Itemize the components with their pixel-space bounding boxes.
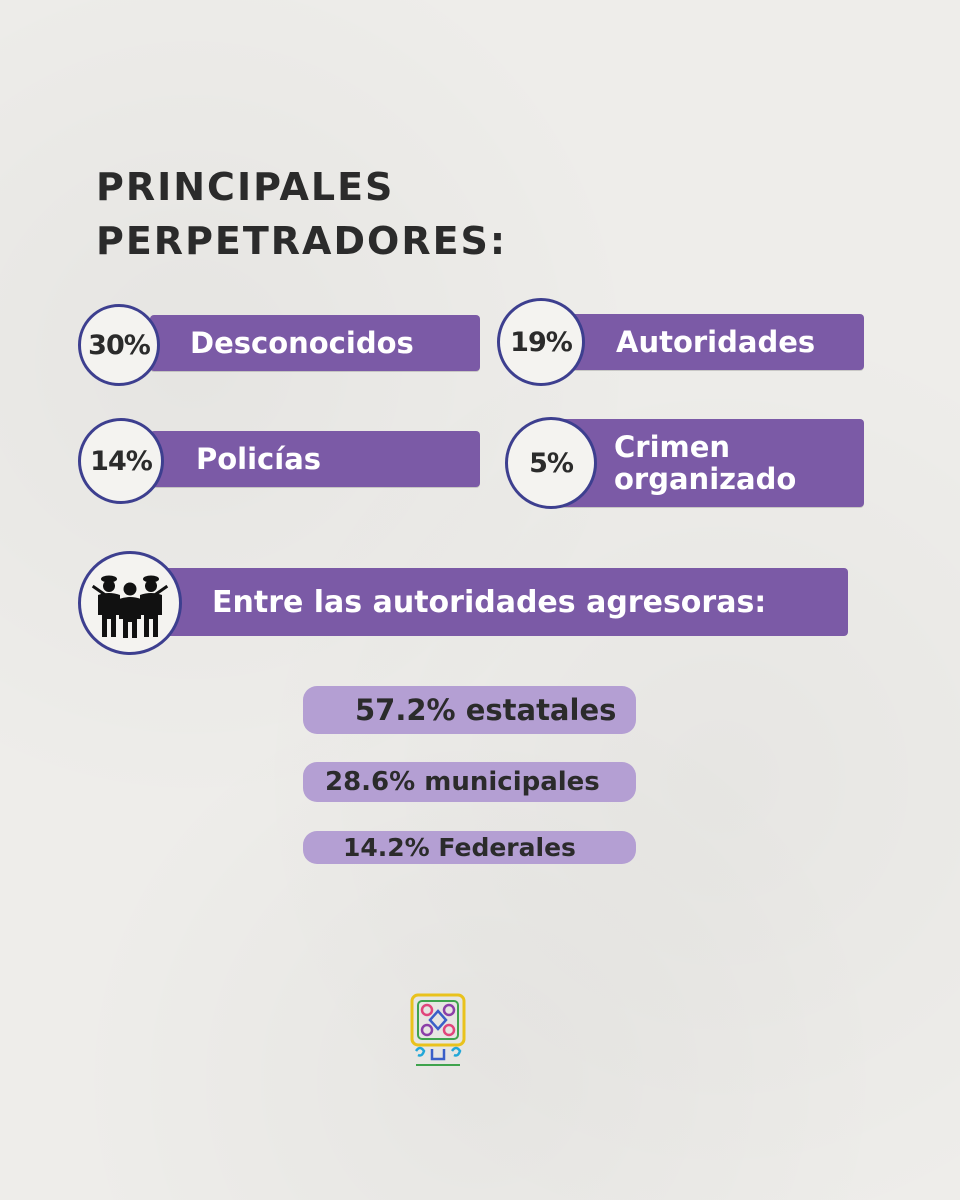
stat-label: Policías [196,442,322,476]
stat-bar: Desconocidos [150,315,480,371]
percent-circle: 14% [78,418,164,504]
police-group-icon [91,575,169,638]
percent-circle: 30% [78,304,160,386]
authority-item-federales: 14.2% Federales [303,831,636,864]
organization-logo-icon [410,993,466,1066]
stat-label-line-1: Crimen [614,430,731,464]
page-title: PRINCIPALES PERPETRADORES: [96,160,507,268]
stat-label: Autoridades [616,325,816,359]
stat-label: Desconocidos [190,326,414,360]
authorities-heading: Entre las autoridades agresoras: [212,584,767,620]
authority-item-municipales: 28.6% municipales [303,762,636,802]
authority-item-text: 28.6% municipales [325,767,600,797]
stat-bar: Crimen organizado [558,419,864,507]
stat-bar: Policías [150,431,480,487]
title-line-1: PRINCIPALES [96,165,395,209]
authority-item-estatales: 57.2% estatales [303,686,636,734]
authorities-heading-bar: Entre las autoridades agresoras: [160,568,848,636]
authority-item-text: 57.2% estatales [355,693,617,727]
percent-circle: 19% [497,298,585,386]
stat-label-line-2: organizado [614,462,797,496]
authority-item-text: 14.2% Federales [343,833,576,862]
stat-bar: Autoridades [560,314,864,370]
percent-circle: 5% [505,417,597,509]
title-line-2: PERPETRADORES: [96,219,508,263]
authorities-icon-circle [78,551,182,655]
